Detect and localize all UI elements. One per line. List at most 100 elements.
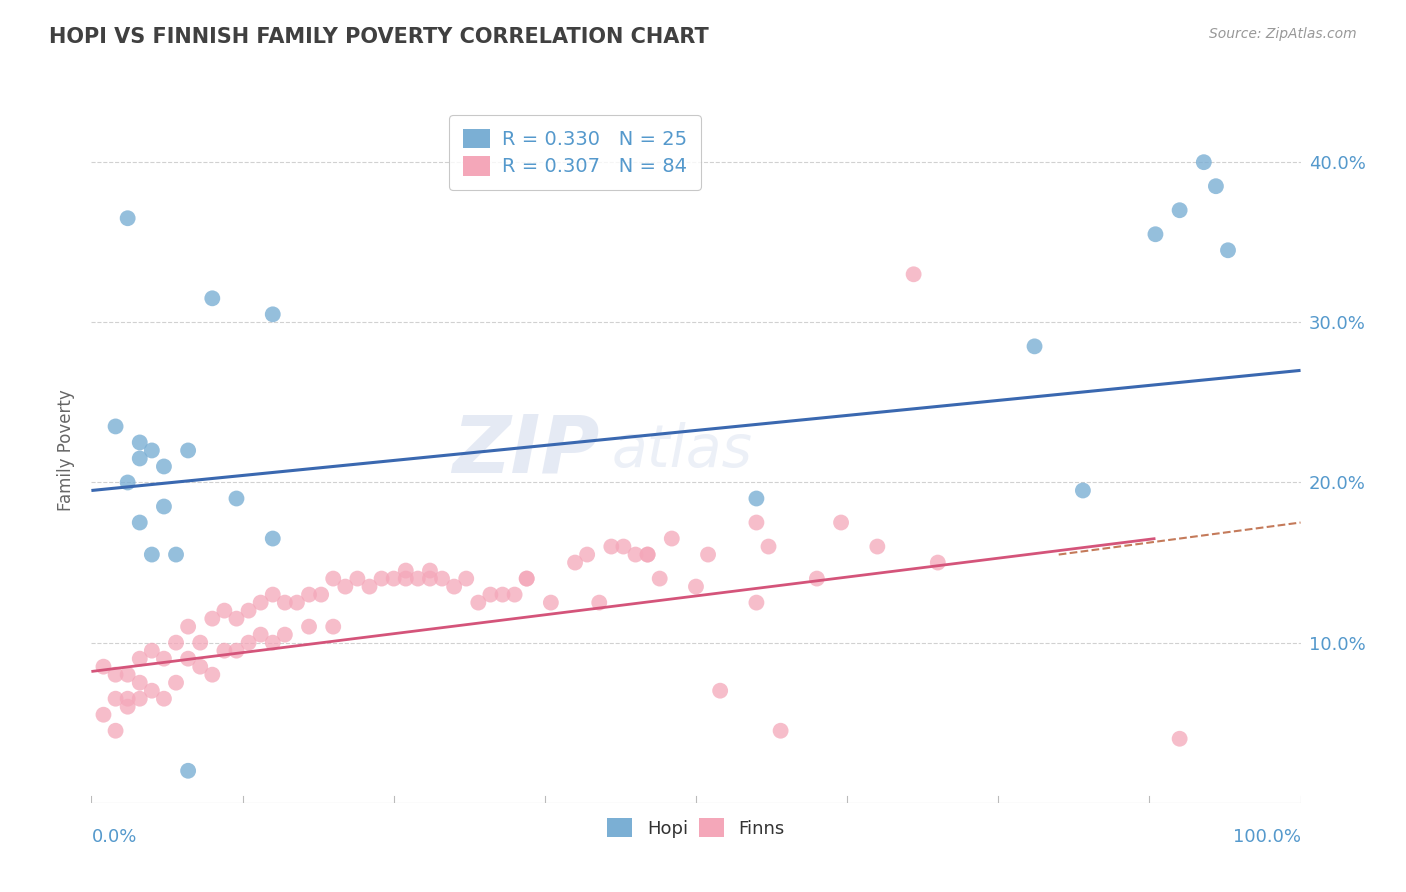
Point xyxy=(93,659,115,673)
Point xyxy=(104,723,127,738)
Point xyxy=(322,619,344,633)
Point xyxy=(866,540,889,554)
Point xyxy=(188,635,211,649)
Point xyxy=(274,627,297,641)
Text: 100.0%: 100.0% xyxy=(1233,828,1301,846)
Point xyxy=(117,691,139,706)
Point xyxy=(395,572,418,586)
Point xyxy=(262,588,284,602)
Point xyxy=(117,475,139,490)
Point xyxy=(165,548,187,562)
Point xyxy=(346,572,368,586)
Point xyxy=(225,491,247,506)
Point xyxy=(430,572,453,586)
Point xyxy=(903,268,925,282)
Point xyxy=(153,459,176,474)
Point xyxy=(443,580,465,594)
Point xyxy=(382,572,405,586)
Point xyxy=(576,548,599,562)
Point xyxy=(177,619,200,633)
Point xyxy=(758,540,780,554)
Point xyxy=(262,307,284,321)
Point xyxy=(141,643,163,657)
Point xyxy=(322,572,344,586)
Point xyxy=(540,596,562,610)
Point xyxy=(1168,731,1191,746)
Point xyxy=(104,419,127,434)
Point xyxy=(406,572,429,586)
Point xyxy=(697,548,720,562)
Point xyxy=(564,556,586,570)
Text: 0.0%: 0.0% xyxy=(91,828,136,846)
Text: ZIP: ZIP xyxy=(451,411,599,490)
Point xyxy=(335,580,357,594)
Point xyxy=(806,572,828,586)
Point xyxy=(262,532,284,546)
Point xyxy=(238,604,260,618)
Point xyxy=(104,667,127,681)
Point xyxy=(1144,227,1167,242)
Point xyxy=(419,564,441,578)
Point xyxy=(201,667,224,681)
Point xyxy=(177,764,200,778)
Point xyxy=(165,635,187,649)
Point xyxy=(685,580,707,594)
Point xyxy=(467,596,489,610)
Point xyxy=(661,532,683,546)
Text: atlas: atlas xyxy=(612,422,752,479)
Point xyxy=(104,691,127,706)
Point xyxy=(491,588,513,602)
Point xyxy=(225,643,247,657)
Point xyxy=(419,572,441,586)
Point xyxy=(177,651,200,665)
Point xyxy=(1205,179,1227,194)
Point xyxy=(600,540,623,554)
Point xyxy=(141,683,163,698)
Point xyxy=(637,548,659,562)
Point xyxy=(624,548,647,562)
Point xyxy=(1216,244,1239,258)
Point xyxy=(128,435,150,450)
Point xyxy=(201,291,224,305)
Point xyxy=(309,588,332,602)
Point xyxy=(1192,155,1215,169)
Point xyxy=(128,451,150,466)
Point xyxy=(456,572,478,586)
Point xyxy=(141,548,163,562)
Point xyxy=(153,651,176,665)
Point xyxy=(516,572,538,586)
Point xyxy=(395,564,418,578)
Point xyxy=(141,443,163,458)
Point xyxy=(128,675,150,690)
Y-axis label: Family Poverty: Family Poverty xyxy=(58,390,76,511)
Point xyxy=(503,588,526,602)
Point xyxy=(117,211,139,226)
Point xyxy=(165,675,187,690)
Point xyxy=(359,580,381,594)
Point xyxy=(1024,339,1046,353)
Point xyxy=(225,612,247,626)
Point xyxy=(214,643,236,657)
Point xyxy=(238,635,260,649)
Point xyxy=(201,612,224,626)
Point xyxy=(214,604,236,618)
Point xyxy=(709,683,731,698)
Point xyxy=(769,723,792,738)
Point xyxy=(93,707,115,722)
Point xyxy=(298,619,321,633)
Legend: Hopi, Finns: Hopi, Finns xyxy=(598,809,794,847)
Point xyxy=(830,516,852,530)
Point xyxy=(588,596,610,610)
Point xyxy=(177,443,200,458)
Point xyxy=(117,667,139,681)
Point xyxy=(274,596,297,610)
Point xyxy=(612,540,634,554)
Point xyxy=(262,635,284,649)
Point xyxy=(128,691,150,706)
Point xyxy=(370,572,392,586)
Point xyxy=(516,572,538,586)
Point xyxy=(479,588,502,602)
Point xyxy=(1168,203,1191,218)
Point xyxy=(298,588,321,602)
Text: Source: ZipAtlas.com: Source: ZipAtlas.com xyxy=(1209,27,1357,41)
